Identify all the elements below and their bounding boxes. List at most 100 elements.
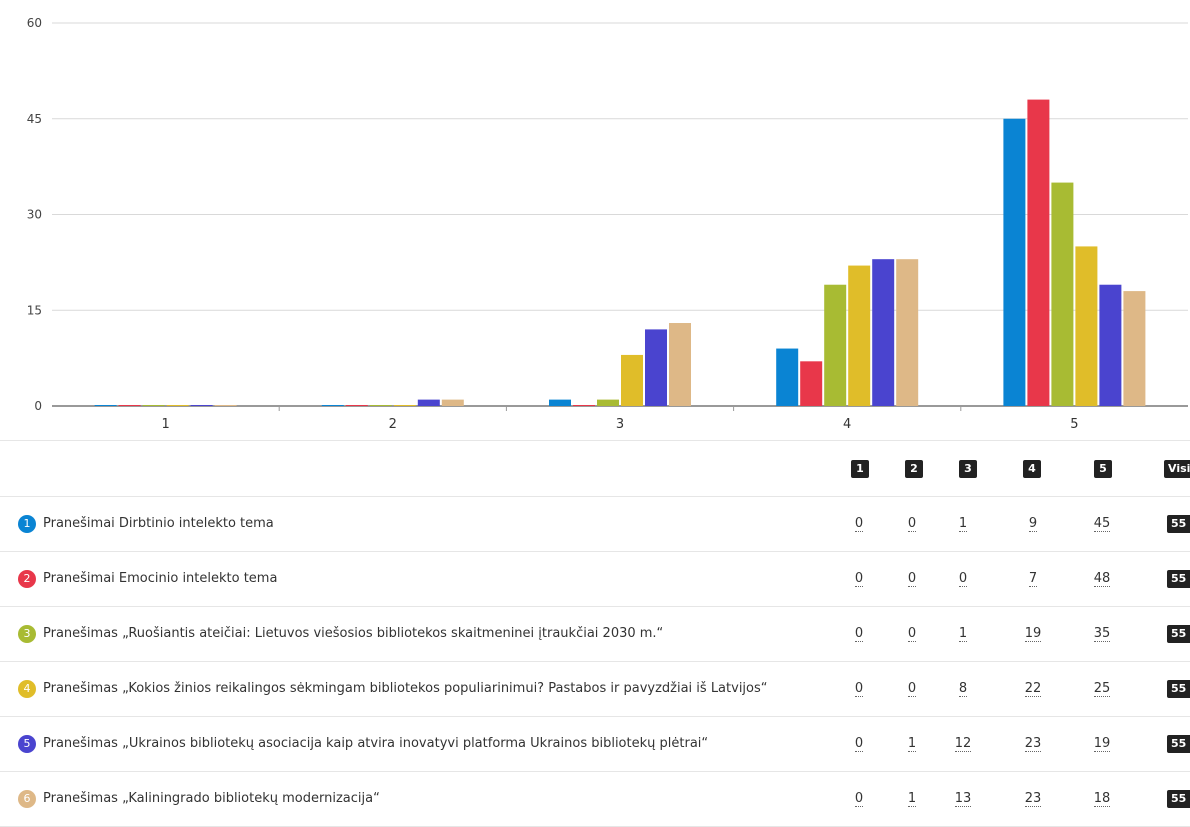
- table-row: 3 Pranešimas „Ruošiantis ateičiai: Lietuv…: [0, 607, 1190, 662]
- row-label: Pranešimas „Ukrainos bibliotekų asociaci…: [43, 736, 709, 751]
- y-tick-label: 60: [27, 16, 42, 30]
- row-value[interactable]: 48: [1093, 571, 1111, 587]
- row-label: Pranešimai Dirbtinio intelekto tema: [43, 516, 274, 531]
- row-total: 55: [1167, 625, 1190, 643]
- row-value[interactable]: 0: [854, 791, 864, 807]
- table-header-row: 1 2 3 4 5 Visi: [0, 440, 1190, 497]
- row-value[interactable]: 22: [1024, 681, 1042, 697]
- row-value[interactable]: 0: [854, 571, 864, 587]
- bar: [549, 399, 571, 406]
- row-value[interactable]: 0: [854, 681, 864, 697]
- row-value[interactable]: 0: [854, 516, 864, 532]
- bar: [824, 284, 847, 406]
- bar: [1027, 99, 1050, 406]
- row-total: 55: [1167, 735, 1190, 753]
- bar: [393, 405, 416, 406]
- bar: [1099, 284, 1122, 406]
- y-tick-label: 45: [27, 112, 42, 126]
- bar: [118, 405, 141, 406]
- column-header-5: 5: [1094, 460, 1112, 478]
- row-value[interactable]: 19: [1024, 626, 1042, 642]
- bar: [872, 259, 895, 406]
- row-value[interactable]: 0: [907, 571, 917, 587]
- y-tick-label: 30: [27, 208, 42, 222]
- bar: [94, 405, 117, 406]
- row-total: 55: [1167, 790, 1190, 808]
- y-tick-label: 0: [34, 399, 42, 413]
- bar: [190, 405, 213, 406]
- table-row: 6 Pranešimas „Kaliningrado bibliotekų mod…: [0, 772, 1190, 827]
- row-value[interactable]: 13: [954, 791, 972, 807]
- row-label: Pranešimas „Kaliningrado bibliotekų mode…: [43, 791, 380, 806]
- row-value[interactable]: 7: [1028, 571, 1038, 587]
- row-value[interactable]: 0: [854, 626, 864, 642]
- bar: [417, 399, 440, 406]
- row-value[interactable]: 23: [1024, 791, 1042, 807]
- row-value[interactable]: 0: [907, 626, 917, 642]
- bar: [321, 405, 344, 406]
- row-value[interactable]: 1: [907, 736, 917, 752]
- row-value[interactable]: 0: [907, 516, 917, 532]
- row-value[interactable]: 0: [854, 736, 864, 752]
- row-value[interactable]: 1: [958, 626, 968, 642]
- row-value[interactable]: 35: [1093, 626, 1111, 642]
- row-value[interactable]: 25: [1093, 681, 1111, 697]
- series-badge: 6: [18, 790, 36, 808]
- bar: [1075, 246, 1098, 406]
- y-tick-label: 15: [27, 303, 42, 317]
- bar: [669, 323, 691, 406]
- bar: [1051, 182, 1074, 406]
- row-value[interactable]: 1: [958, 516, 968, 532]
- column-header-3: 3: [959, 460, 977, 478]
- row-label: Pranešimai Emocinio intelekto tema: [43, 571, 278, 586]
- x-tick-label: 4: [843, 417, 851, 432]
- x-tick-label: 5: [1070, 417, 1078, 432]
- bar: [848, 265, 871, 406]
- column-header-total: Visi: [1164, 460, 1190, 478]
- column-header-1: 1: [851, 460, 869, 478]
- table-row: 4 Pranešimas „Kokios žinios reikalingos s…: [0, 662, 1190, 717]
- bar: [1003, 118, 1026, 406]
- column-header-4: 4: [1023, 460, 1041, 478]
- series-badge: 4: [18, 680, 36, 698]
- bar: [166, 405, 189, 406]
- column-header-2: 2: [905, 460, 923, 478]
- table-row: 2 Pranešimai Emocinio intelekto tema 0 0 0 7 4…: [0, 552, 1190, 607]
- x-tick-label: 3: [616, 417, 624, 432]
- row-value[interactable]: 0: [958, 571, 968, 587]
- row-total: 55: [1167, 570, 1190, 588]
- bar: [142, 405, 165, 406]
- series-badge: 2: [18, 570, 36, 588]
- row-total: 55: [1167, 680, 1190, 698]
- bar: [214, 405, 237, 406]
- bar: [573, 405, 595, 406]
- row-value[interactable]: 0: [907, 681, 917, 697]
- bar: [369, 405, 392, 406]
- bar: [441, 399, 464, 406]
- table-row: 1 Pranešimai Dirbtinio intelekto tema 0 0 1 9…: [0, 497, 1190, 552]
- row-value[interactable]: 45: [1093, 516, 1111, 532]
- series-badge: 5: [18, 735, 36, 753]
- row-label: Pranešimas „Ruošiantis ateičiai: Lietuvo…: [43, 626, 664, 641]
- row-value[interactable]: 19: [1093, 736, 1111, 752]
- series-badge: 3: [18, 625, 36, 643]
- x-tick-label: 2: [389, 417, 397, 432]
- series-badge: 1: [18, 515, 36, 533]
- row-value[interactable]: 12: [954, 736, 972, 752]
- row-value[interactable]: 1: [907, 791, 917, 807]
- bar: [776, 348, 799, 406]
- row-value[interactable]: 23: [1024, 736, 1042, 752]
- bar: [800, 361, 823, 406]
- row-value[interactable]: 8: [958, 681, 968, 697]
- bar: [896, 259, 919, 406]
- bar: [1123, 291, 1146, 406]
- table-row: 5 Pranešimas „Ukrainos bibliotekų asociac…: [0, 717, 1190, 772]
- bar: [621, 354, 643, 406]
- row-label: Pranešimas „Kokios žinios reikalingos sė…: [43, 681, 768, 696]
- bar: [597, 399, 619, 406]
- bar: [645, 329, 667, 406]
- bar: [345, 405, 368, 406]
- row-value[interactable]: 9: [1028, 516, 1038, 532]
- row-value[interactable]: 18: [1093, 791, 1111, 807]
